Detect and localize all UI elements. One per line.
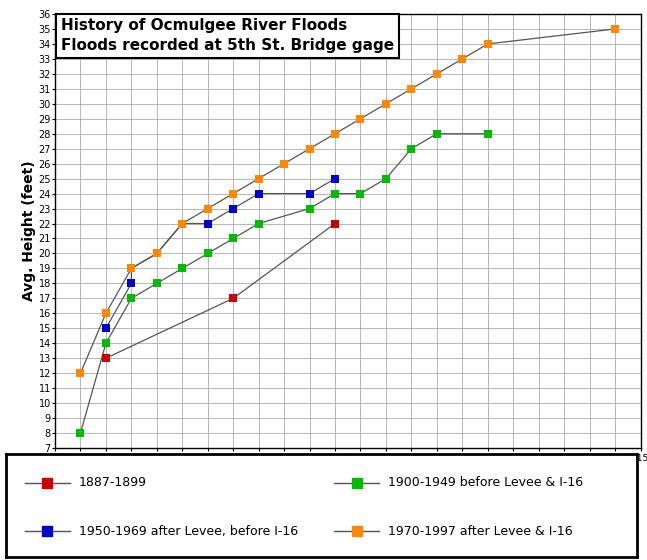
Point: [483, 129, 493, 138]
Point: [126, 264, 137, 273]
Point: [355, 189, 366, 198]
Point: [330, 174, 340, 183]
Point: [101, 354, 111, 363]
Point: [75, 368, 85, 377]
Point: [381, 99, 391, 108]
Point: [101, 309, 111, 318]
Point: [126, 294, 137, 303]
Point: [228, 234, 238, 243]
Text: 1900-1949 before Levee & I-16: 1900-1949 before Levee & I-16: [388, 476, 583, 489]
Point: [304, 204, 314, 213]
Point: [483, 39, 493, 48]
Point: [151, 249, 162, 258]
Point: [228, 189, 238, 198]
Point: [381, 174, 391, 183]
Point: [228, 204, 238, 213]
Text: 1970-1997 after Levee & I-16: 1970-1997 after Levee & I-16: [388, 525, 573, 538]
Point: [101, 324, 111, 333]
Point: [75, 428, 85, 437]
Point: [330, 129, 340, 138]
Y-axis label: Avg. Height (feet): Avg. Height (feet): [21, 161, 36, 301]
Point: [203, 219, 213, 228]
Point: [279, 159, 289, 168]
Point: [203, 249, 213, 258]
Point: [177, 264, 188, 273]
Point: [432, 129, 442, 138]
Point: [610, 25, 620, 34]
Point: [355, 114, 366, 123]
Point: [254, 189, 264, 198]
Point: [457, 54, 468, 63]
Point: [330, 219, 340, 228]
Text: 1950-1969 after Levee, before I-16: 1950-1969 after Levee, before I-16: [79, 525, 298, 538]
Point: [406, 144, 417, 153]
Point: [304, 144, 314, 153]
Point: [203, 204, 213, 213]
Point: [151, 249, 162, 258]
Point: [406, 85, 417, 94]
Point: [254, 174, 264, 183]
Point: [304, 189, 314, 198]
Point: [126, 279, 137, 288]
Point: [151, 279, 162, 288]
Text: History of Ocmulgee River Floods
Floods recorded at 5th St. Bridge gage: History of Ocmulgee River Floods Floods …: [61, 18, 394, 53]
Point: [228, 294, 238, 303]
Point: [330, 189, 340, 198]
Point: [177, 219, 188, 228]
Text: 1887-1899: 1887-1899: [79, 476, 147, 489]
Point: [432, 69, 442, 78]
Point: [254, 219, 264, 228]
Point: [126, 264, 137, 273]
Point: [101, 339, 111, 348]
X-axis label: Flow (1000's cu. ft. / sec.): Flow (1000's cu. ft. / sec.): [247, 466, 449, 480]
Point: [177, 219, 188, 228]
Point: [101, 354, 111, 363]
